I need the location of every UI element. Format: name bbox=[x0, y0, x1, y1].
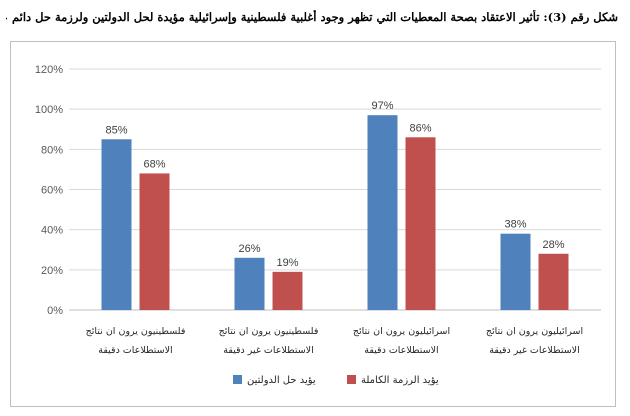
category-label: الاستطلاعات دقيقة bbox=[364, 345, 438, 356]
legend-swatch bbox=[347, 375, 356, 384]
bar bbox=[139, 173, 170, 310]
y-tick-label: 20% bbox=[41, 265, 63, 277]
bar bbox=[272, 271, 303, 310]
y-tick-label: 80% bbox=[41, 144, 63, 156]
category-label: اسرائيليون يرون ان نتائج bbox=[353, 326, 450, 337]
y-tick-label: 40% bbox=[41, 225, 63, 237]
category-label: الاستطلاعات غير دقيقة bbox=[223, 345, 314, 356]
legend-swatch bbox=[233, 375, 242, 384]
bar bbox=[538, 253, 569, 310]
category-label: الاستطلاعات دقيقة bbox=[98, 345, 172, 356]
legend-label: يؤيد الرزمة الكاملة bbox=[361, 375, 439, 386]
category-label: فلسطينيون يرون ان نتائج bbox=[86, 326, 186, 337]
legend-label: يؤيد حل الدولتين bbox=[247, 375, 316, 386]
bar bbox=[405, 137, 436, 310]
data-label: 26% bbox=[238, 243, 260, 255]
bar bbox=[234, 257, 265, 310]
category-label: اسرائيليون يرون ان نتائج bbox=[486, 326, 583, 337]
chart-frame: 0% 20% 40% 60% 80% 100% 120% 85% 68% فلسطينيون ير… bbox=[10, 41, 616, 407]
data-label: 28% bbox=[542, 239, 564, 251]
y-tick-label: 100% bbox=[35, 104, 63, 116]
bar bbox=[500, 233, 531, 310]
category-label: فلسطينيون يرون ان نتائج bbox=[219, 326, 319, 337]
data-label: 38% bbox=[504, 219, 526, 231]
bar bbox=[367, 115, 398, 310]
data-label: 97% bbox=[371, 100, 393, 112]
bar bbox=[101, 139, 132, 310]
figure-caption: شكل رقم (3): تأثير الاعتقاد بصحة المعطيا… bbox=[6, 10, 618, 24]
data-label: 86% bbox=[409, 122, 431, 134]
category-label: الاستطلاعات غير دقيقة bbox=[489, 345, 580, 356]
data-label: 85% bbox=[105, 124, 127, 136]
y-tick-label: 0% bbox=[47, 305, 63, 317]
data-label: 68% bbox=[143, 158, 165, 170]
data-label: 19% bbox=[276, 257, 298, 269]
y-tick-label: 60% bbox=[41, 185, 63, 197]
y-tick-label: 120% bbox=[35, 64, 63, 76]
bar-chart: 0% 20% 40% 60% 80% 100% 120% 85% 68% فلسطينيون ير… bbox=[35, 64, 601, 386]
